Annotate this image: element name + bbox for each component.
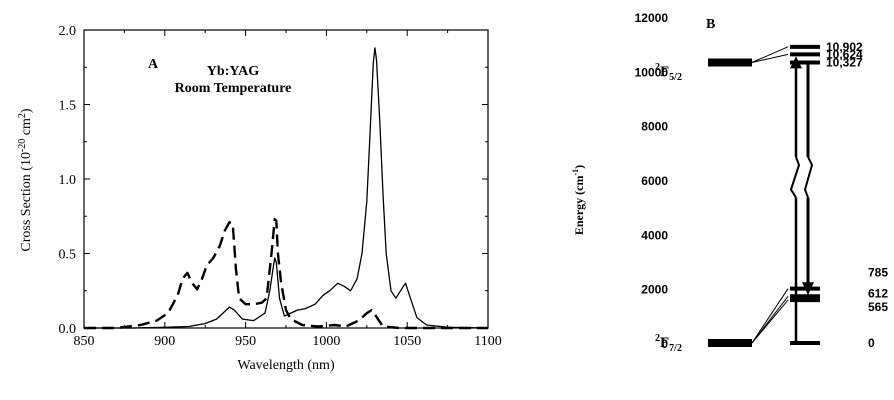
y-tick-label: 0.0 [59,322,77,337]
emission-arrowhead [802,282,814,296]
panel-b-diagram: 0 2000 4000 6000 8000 10000 12000 Energy (cm-1… [571,11,888,354]
lower-level-label: 565 [868,300,888,314]
energy-tick-label: 4000 [641,228,668,242]
plot-frame [83,29,489,329]
x-tick-label: 900 [154,334,175,349]
energy-tick-label: 8000 [641,120,668,134]
energy-tick-label: 2000 [641,283,668,297]
energy-tick-labels: 0 2000 4000 6000 8000 10000 12000 [635,11,669,351]
lower-level-label: 0 [868,336,875,350]
x-tick-label: 1000 [312,334,340,349]
upper-level-label: 10,327 [826,55,863,69]
x-tick-label: 1100 [474,334,501,349]
fan-line [751,53,789,63]
panel-a-label: A [148,57,159,72]
tick-labels: 850 900 950 1000 1050 1100 0.0 0.5 1.0 1.5 2.0 [59,24,502,349]
fan-line [751,46,789,63]
panel-b-label: B [706,17,715,32]
y-tick-label: 1.5 [59,99,77,114]
upper-level-label: 10,624 [826,47,863,61]
x-tick-label: 1050 [393,334,421,349]
lower-level-label: 612 [868,286,888,300]
energy-levels [708,44,820,347]
fan-line [751,288,789,344]
y-tick-label: 1.0 [59,173,77,188]
energy-tick-label: 12000 [635,11,669,25]
upper-manifold-label: 2F5/2 [655,62,682,83]
annotation-line-1: Yb:YAG [207,64,259,79]
panel-a-chart: 850 900 950 1000 1050 1100 0.0 0.5 1.0 1.5 2.0 A Y… [17,24,502,373]
x-tick-label: 850 [74,334,95,349]
series-solid-line [84,47,489,329]
series-dashed-line [84,218,488,330]
annotation-line-2: Room Temperature [175,81,292,96]
transition-arrows [789,56,814,341]
absorption-arrowhead [790,56,802,69]
energy-tick-label: 6000 [641,174,668,188]
lower-manifold-label: 2F7/2 [655,333,682,354]
absorption-break [789,156,801,199]
y-tick-label: 0.5 [59,248,77,263]
y-axis-label: Cross Section (10-20 cm2) [17,108,34,252]
lower-level-label: 785 [868,266,888,280]
energy-tick-label: 0 [661,337,668,351]
fan-line [751,299,789,344]
emission-break [803,156,814,198]
tick-marks [83,29,489,329]
x-axis-label: Wavelength (nm) [237,358,335,373]
series-group [84,47,489,330]
x-tick-label: 950 [235,334,256,349]
upper-level-label: 10,902 [826,40,863,54]
y-tick-label: 2.0 [59,24,77,39]
energy-tick-label: 10000 [635,65,669,79]
energy-axis-label: Energy (cm-1) [571,165,586,235]
